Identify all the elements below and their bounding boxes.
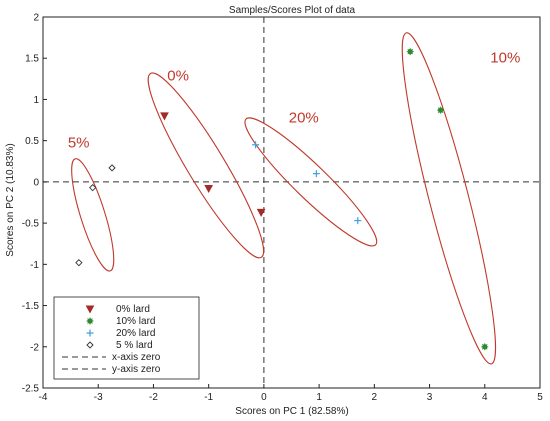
x-tick-label: 2 bbox=[372, 392, 378, 403]
y-tick-label: -2.5 bbox=[22, 384, 40, 395]
y-tick-label: -1.5 bbox=[22, 301, 40, 312]
annotation-label: 5% bbox=[68, 134, 90, 151]
y-axis-label: Scores on PC 2 (10.83%) bbox=[5, 143, 16, 256]
axes-frame bbox=[42, 16, 541, 389]
annotations: 0% 5% 20% 10% bbox=[68, 49, 520, 151]
x-tick-label: 3 bbox=[427, 392, 433, 403]
point-10-lard bbox=[406, 48, 414, 56]
y-tick-label: -2 bbox=[30, 342, 39, 353]
y-tick-label: -0.5 bbox=[22, 219, 40, 230]
point-10-lard bbox=[437, 106, 445, 114]
legend-entry-5-lard: 5 % lard bbox=[116, 340, 153, 351]
legend-entry-y-zero: y-axis zero bbox=[112, 364, 161, 375]
ellipse-0-lard bbox=[147, 72, 265, 259]
legend-entry-10-lard: 10% lard bbox=[116, 316, 155, 327]
chart-title: Samples/Scores Plot of data bbox=[229, 5, 356, 16]
y-tick-label: -1 bbox=[30, 260, 39, 271]
x-tick-label: -1 bbox=[204, 392, 213, 403]
x-tick-label: 4 bbox=[482, 392, 488, 403]
point-5-lard bbox=[89, 184, 97, 192]
point-20-lard bbox=[354, 217, 362, 225]
plot-area bbox=[42, 16, 541, 389]
legend-entry-20-lard: 20% lard bbox=[116, 328, 155, 339]
cluster-ellipses bbox=[71, 32, 497, 365]
point-5-lard bbox=[75, 259, 83, 267]
x-tick-label: 0 bbox=[261, 392, 267, 403]
x-tick-label: -3 bbox=[94, 392, 103, 403]
legend-box bbox=[53, 296, 200, 380]
legend-marker-5-lard bbox=[86, 341, 94, 349]
legend-marker-0-lard bbox=[85, 305, 95, 314]
y-tick-label: 1.5 bbox=[25, 54, 39, 65]
ellipse-5-lard bbox=[71, 158, 115, 272]
point-20-lard bbox=[252, 141, 260, 149]
x-tick-label: 5 bbox=[537, 392, 543, 403]
ellipse-10-lard bbox=[401, 32, 497, 365]
x-axis-label: Scores on PC 1 (82.58%) bbox=[235, 406, 348, 417]
point-0-lard bbox=[160, 112, 169, 121]
y-tick-label: 0.5 bbox=[25, 136, 39, 147]
point-5-lard bbox=[108, 164, 116, 172]
ellipse-20-lard bbox=[244, 117, 378, 247]
legend-entry-x-zero: x-axis zero bbox=[112, 352, 161, 363]
annotation-label: 20% bbox=[289, 110, 319, 127]
axis-ticks: -4 -3 -2 -1 0 1 2 3 4 5 2 1.5 1 0.5 0 -0.5 -1 -1.5 -2 -2.5 bbox=[22, 13, 543, 404]
point-20-lard bbox=[312, 170, 320, 178]
annotation-label: 0% bbox=[167, 67, 189, 84]
x-tick-label: 1 bbox=[316, 392, 322, 403]
annotation-label: 10% bbox=[490, 49, 520, 66]
y-tick-label: 2 bbox=[33, 13, 39, 24]
legend-marker-20-lard bbox=[86, 329, 94, 337]
x-tick-label: -2 bbox=[149, 392, 158, 403]
point-0-lard bbox=[256, 208, 266, 217]
point-0-lard bbox=[204, 184, 214, 194]
data-points bbox=[75, 48, 489, 351]
y-tick-label: 0 bbox=[33, 177, 39, 188]
legend-marker-10-lard bbox=[86, 317, 94, 325]
y-tick-label: 1 bbox=[33, 95, 39, 106]
point-10-lard bbox=[481, 343, 489, 351]
x-tick-label: -4 bbox=[39, 392, 48, 403]
legend-entry-0-lard: 0% lard bbox=[116, 304, 150, 315]
